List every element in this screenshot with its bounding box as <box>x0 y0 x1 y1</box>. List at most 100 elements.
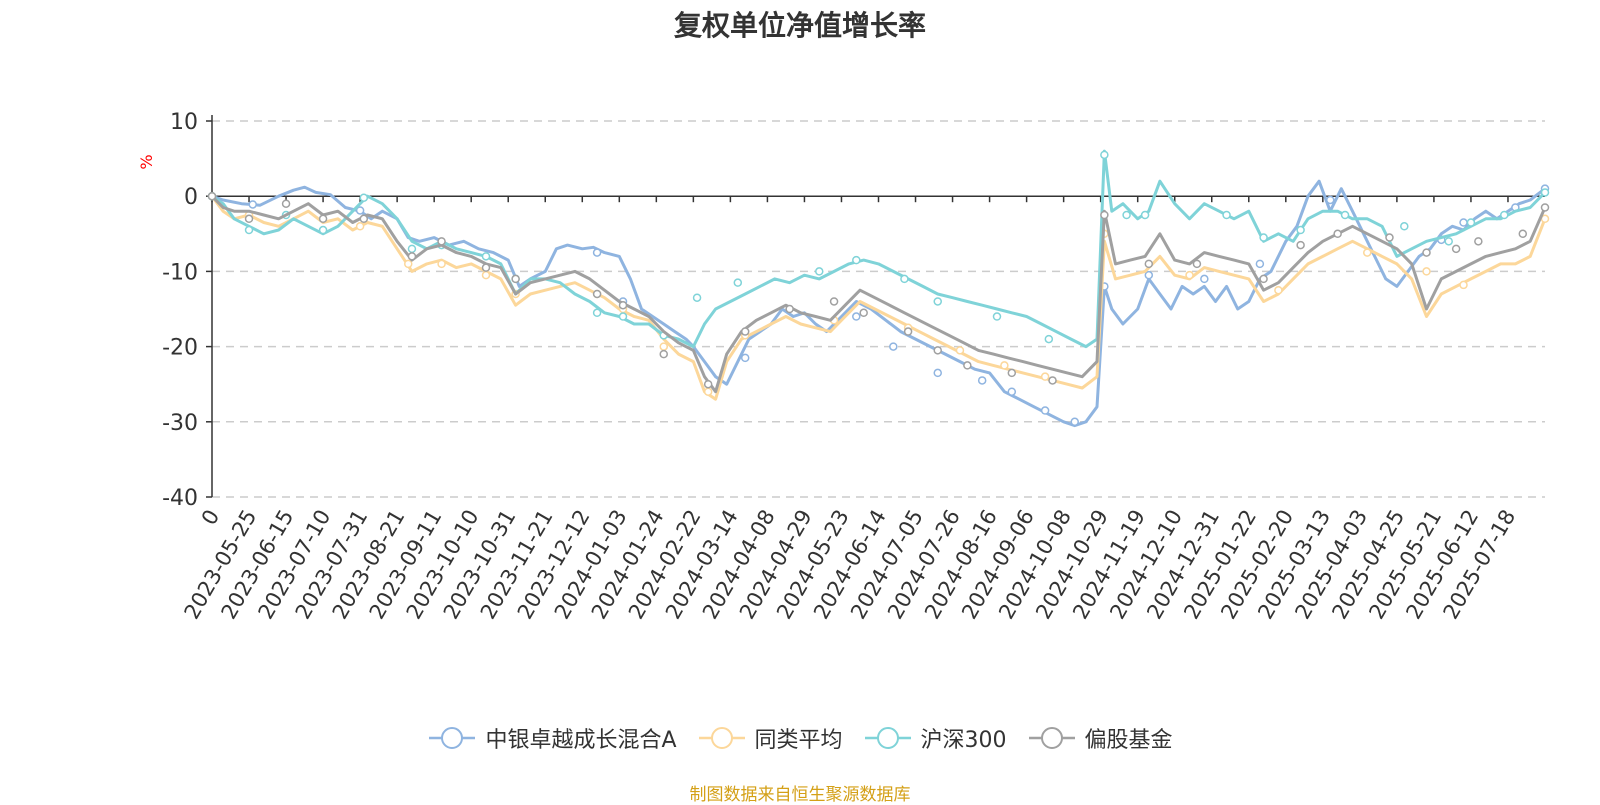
series-marker <box>592 248 602 257</box>
series-marker <box>829 297 839 306</box>
series-marker <box>407 244 417 254</box>
source-note: 制图数据来自恒生聚源数据库 <box>689 785 911 805</box>
series-marker <box>659 349 668 359</box>
series-marker <box>1474 237 1483 246</box>
series-marker <box>1200 274 1209 284</box>
series-marker <box>955 346 965 355</box>
series-marker <box>1459 218 1468 227</box>
y-tick-label: 0 <box>184 185 198 210</box>
series-marker <box>785 304 794 314</box>
series-marker <box>933 368 942 378</box>
series-marker <box>900 274 909 284</box>
series-marker <box>1325 195 1335 205</box>
series-marker <box>1259 233 1268 242</box>
series-marker <box>1007 387 1017 396</box>
series-marker <box>1100 210 1109 220</box>
legend-swatch-marker <box>710 727 733 749</box>
series-marker <box>1185 270 1194 280</box>
series-marker <box>703 379 713 389</box>
chart-title: 复权单位净值增长率 <box>673 9 926 42</box>
series-marker <box>852 312 861 321</box>
series-marker <box>1296 225 1305 235</box>
series-marker <box>1422 267 1431 276</box>
series-marker <box>1540 188 1550 197</box>
series-marker <box>740 327 750 336</box>
legend-item[interactable]: 偏股基金 <box>1027 722 1173 754</box>
series-marker <box>703 387 713 396</box>
series-marker <box>1518 229 1528 239</box>
y-tick-label: -20 <box>162 336 198 361</box>
series-marker <box>481 270 491 280</box>
series-marker <box>992 312 1002 321</box>
y-tick-label: -30 <box>162 411 198 436</box>
series-lines <box>207 149 1550 428</box>
legend-swatch-marker <box>441 727 464 749</box>
series-marker <box>1040 406 1050 415</box>
series-marker <box>903 327 913 336</box>
legend-item[interactable]: 中银卓越成长混合A <box>427 722 677 754</box>
series-marker <box>403 259 413 269</box>
series-marker <box>355 222 365 231</box>
legend-label: 中银卓越成长混合A <box>485 728 677 753</box>
series-line <box>210 195 1547 401</box>
series-marker <box>1040 372 1050 381</box>
series-marker <box>859 308 868 318</box>
series-marker <box>1259 274 1268 284</box>
series-marker <box>592 308 602 318</box>
series-marker <box>1296 240 1305 250</box>
series-marker <box>933 346 942 355</box>
series-marker <box>1333 229 1342 239</box>
series-marker <box>244 214 254 224</box>
series-marker <box>933 297 942 306</box>
y-tick-label: -10 <box>162 260 198 285</box>
legend-swatch-icon <box>1028 727 1075 749</box>
legend-swatch-marker <box>1040 727 1063 749</box>
series-line <box>211 149 1547 349</box>
series-marker <box>511 274 520 284</box>
series-marker <box>963 361 972 370</box>
series-marker <box>1007 368 1017 378</box>
series-marker <box>1400 222 1409 231</box>
series-marker <box>592 289 602 299</box>
series-marker <box>1274 285 1283 295</box>
series-marker <box>977 376 987 385</box>
series-marker <box>740 353 750 363</box>
series-marker <box>1540 203 1550 212</box>
series-line <box>210 195 1547 394</box>
series-marker <box>1192 259 1202 269</box>
series-marker <box>1122 210 1131 220</box>
series-marker <box>1340 210 1350 220</box>
series-marker <box>1222 210 1231 220</box>
series-marker <box>1000 361 1009 370</box>
series-marker <box>1466 218 1476 227</box>
series-marker <box>1444 237 1453 246</box>
series-marker <box>618 312 628 321</box>
y-axis-label: % <box>137 154 156 169</box>
axes: 10 0 -10 -20 -30 -40 <box>162 110 1545 511</box>
series-marker <box>618 300 628 310</box>
series-marker <box>1070 417 1079 427</box>
series-marker <box>359 193 369 202</box>
series-marker <box>1048 376 1057 385</box>
legend-label: 同类平均 <box>754 728 843 753</box>
legend-swatch-icon <box>429 727 476 749</box>
series-marker <box>852 255 861 265</box>
y-tick-label: -40 <box>162 486 198 511</box>
legend-label: 沪深300 <box>920 728 1007 753</box>
legend-item[interactable]: 沪深300 <box>863 722 1007 754</box>
legend-swatch-icon <box>864 727 911 749</box>
grid-lines <box>212 120 1545 498</box>
series-marker <box>248 200 257 209</box>
legend-item[interactable]: 同类平均 <box>697 722 843 754</box>
series-marker <box>355 206 365 215</box>
series-marker <box>1422 248 1431 257</box>
series-marker <box>244 225 254 235</box>
series-marker <box>207 191 217 201</box>
series-marker <box>481 263 491 272</box>
series-marker <box>1140 210 1150 220</box>
series-marker <box>692 293 702 302</box>
x-tick-label: 0 <box>197 506 224 530</box>
series-marker <box>1459 280 1468 290</box>
series-marker <box>659 342 668 351</box>
